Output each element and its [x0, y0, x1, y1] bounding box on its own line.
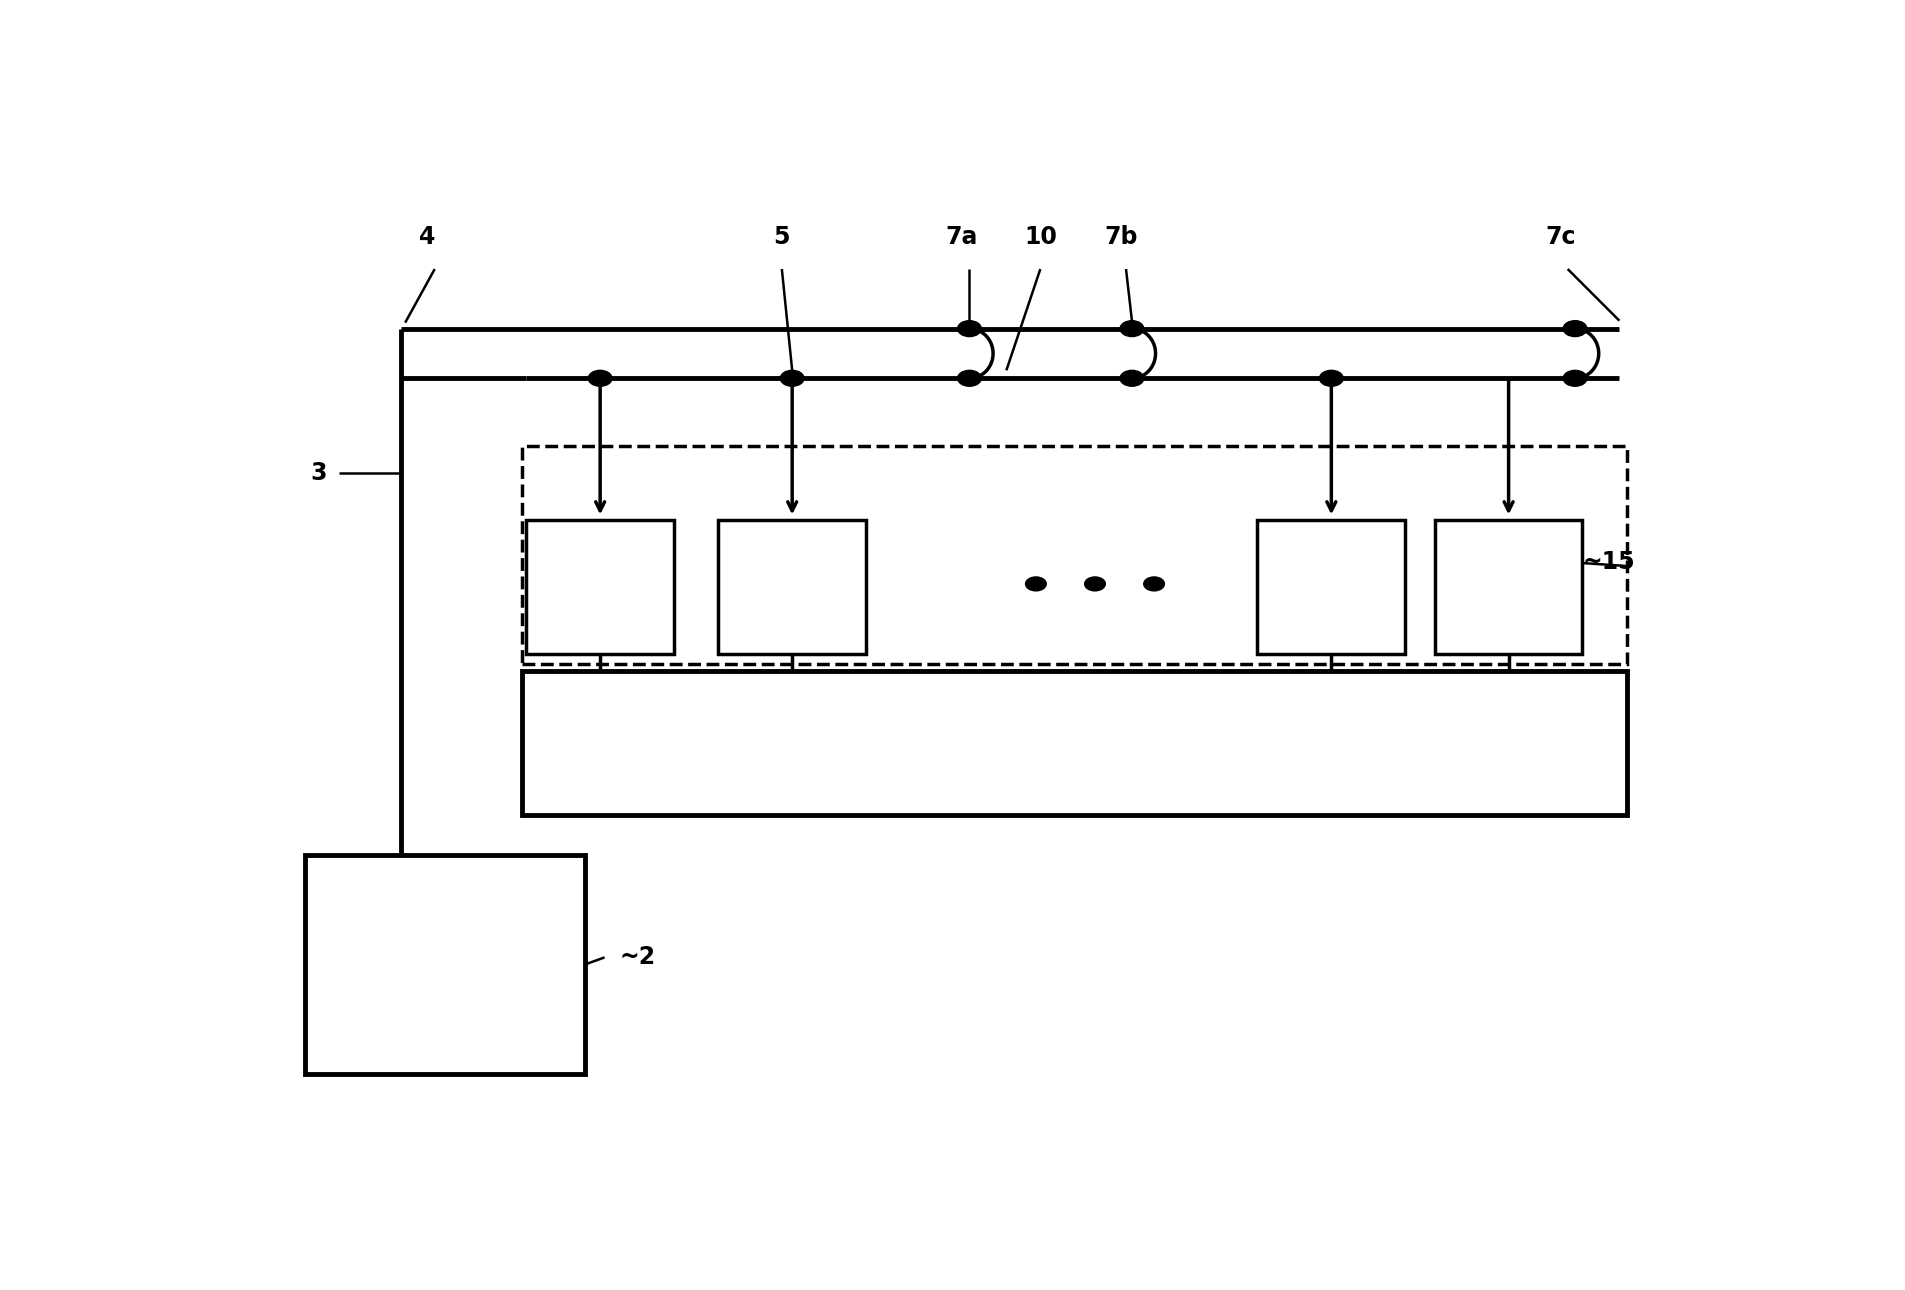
- Text: MEMORY BLOCK: MEMORY BLOCK: [960, 712, 1187, 737]
- Text: ADDRESS: ADDRESS: [394, 898, 495, 917]
- Bar: [526, 520, 674, 654]
- Text: GENERATION: GENERATION: [375, 951, 514, 970]
- Text: CIRCUIT: CIRCUIT: [402, 1002, 488, 1022]
- Bar: [718, 520, 865, 654]
- Circle shape: [1120, 321, 1143, 337]
- Text: n: n: [1499, 604, 1516, 623]
- Text: b: b: [783, 604, 800, 623]
- Text: 7a: 7a: [945, 226, 977, 249]
- Text: 4: 4: [419, 226, 434, 249]
- Text: a: a: [592, 604, 608, 623]
- Text: DEC: DEC: [575, 557, 625, 577]
- Text: 7c: 7c: [1545, 226, 1575, 249]
- Text: DEC: DEC: [1305, 557, 1356, 577]
- Text: 10: 10: [1023, 226, 1055, 249]
- Circle shape: [1562, 321, 1587, 337]
- Text: ~1: ~1: [1581, 734, 1617, 757]
- Circle shape: [1562, 370, 1587, 386]
- Circle shape: [956, 321, 981, 337]
- Circle shape: [956, 370, 981, 386]
- Circle shape: [1025, 577, 1046, 591]
- Circle shape: [1084, 577, 1105, 591]
- Text: 3: 3: [311, 461, 328, 485]
- Bar: [522, 446, 1625, 664]
- Text: DEC: DEC: [1482, 557, 1534, 577]
- Bar: [1434, 520, 1581, 654]
- Circle shape: [589, 370, 612, 386]
- Circle shape: [1318, 370, 1343, 386]
- Circle shape: [779, 370, 804, 386]
- Text: DEC: DEC: [768, 557, 817, 577]
- Text: (DECODING OBJECT CIRCUIT): (DECODING OBJECT CIRCUIT): [895, 762, 1253, 782]
- Bar: [305, 855, 585, 1073]
- Circle shape: [1120, 370, 1143, 386]
- Bar: [522, 671, 1625, 815]
- Text: m: m: [1318, 604, 1343, 623]
- Circle shape: [1143, 577, 1164, 591]
- Text: ~2: ~2: [619, 946, 655, 969]
- Text: 5: 5: [773, 226, 791, 249]
- Bar: [1257, 520, 1404, 654]
- Text: ~15: ~15: [1581, 550, 1634, 574]
- Text: 7b: 7b: [1105, 226, 1137, 249]
